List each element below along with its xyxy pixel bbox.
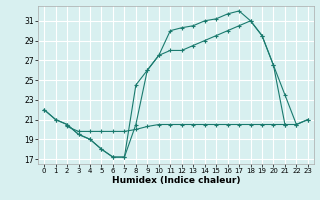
X-axis label: Humidex (Indice chaleur): Humidex (Indice chaleur) — [112, 176, 240, 185]
